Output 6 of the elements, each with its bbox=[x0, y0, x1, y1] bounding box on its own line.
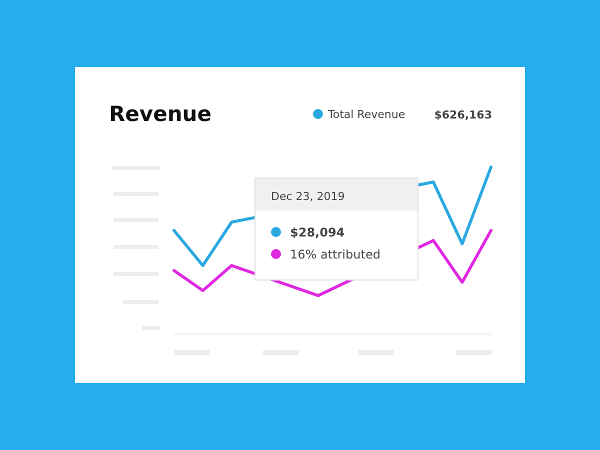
chart-title: Revenue bbox=[109, 102, 212, 126]
annotation: Dec 23, 2019 bbox=[271, 190, 345, 203]
legend-label: Total Revenue bbox=[327, 108, 406, 121]
annotation: $28,094 bbox=[290, 226, 345, 240]
annotation: 16% attributed bbox=[290, 248, 380, 262]
text: $626,163 bbox=[434, 108, 492, 122]
